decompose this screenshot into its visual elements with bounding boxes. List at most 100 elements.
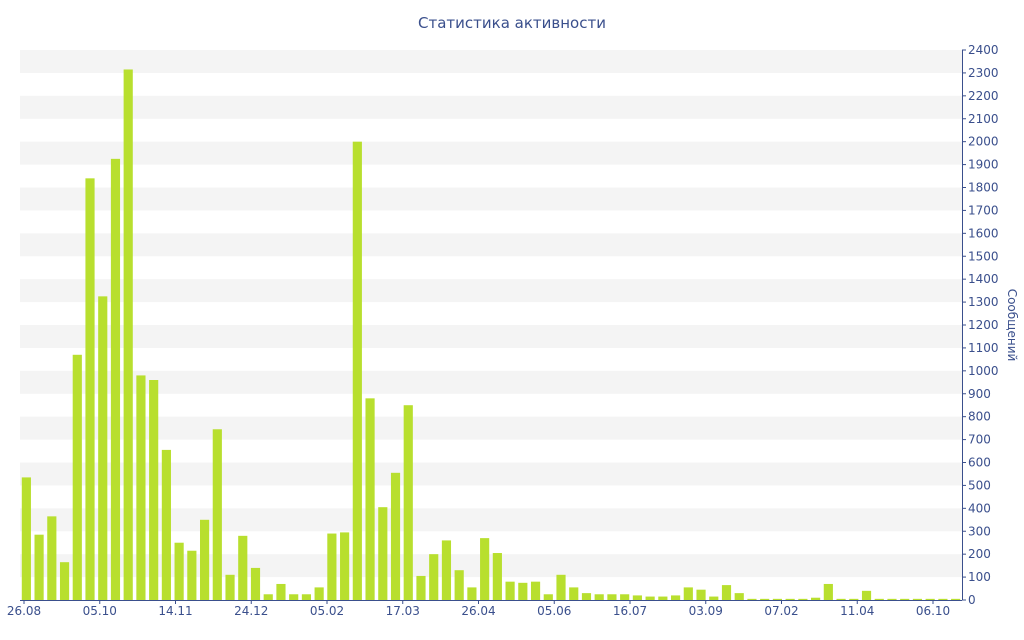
- bar[interactable]: [734, 593, 744, 600]
- y-tick-label: 2100: [968, 112, 999, 126]
- bar[interactable]: [72, 354, 82, 600]
- grid-band: [20, 187, 962, 211]
- bar[interactable]: [760, 598, 770, 600]
- y-tick-label: 2000: [968, 135, 999, 149]
- bar[interactable]: [276, 583, 286, 600]
- bar[interactable]: [225, 574, 235, 600]
- bar[interactable]: [518, 582, 528, 600]
- bar[interactable]: [912, 598, 923, 600]
- bar[interactable]: [441, 540, 452, 600]
- x-tick-label: 24.12: [234, 604, 268, 618]
- bar[interactable]: [59, 562, 70, 600]
- bar[interactable]: [136, 375, 146, 600]
- bar[interactable]: [480, 538, 490, 600]
- y-tick-label: 1100: [968, 341, 999, 355]
- bar[interactable]: [798, 598, 808, 600]
- x-tick-label: 26.04: [461, 604, 495, 618]
- x-tick-label: 05.02: [310, 604, 344, 618]
- bar[interactable]: [543, 594, 553, 600]
- bar[interactable]: [645, 596, 655, 600]
- bar[interactable]: [861, 590, 872, 600]
- bar[interactable]: [709, 596, 719, 600]
- bar[interactable]: [670, 595, 681, 600]
- bar[interactable]: [161, 449, 171, 600]
- x-axis-ticks: 26.08 05.10 14.11 24.12 05.02 17.03 26.04 05.06…: [7, 600, 950, 618]
- bar[interactable]: [683, 587, 693, 600]
- bar[interactable]: [187, 550, 197, 600]
- bar[interactable]: [900, 598, 910, 600]
- bar[interactable]: [403, 405, 413, 600]
- bar[interactable]: [632, 595, 642, 600]
- bar[interactable]: [658, 596, 668, 600]
- bar[interactable]: [721, 585, 732, 600]
- bar[interactable]: [454, 570, 464, 600]
- bar[interactable]: [98, 296, 108, 600]
- bar[interactable]: [47, 516, 57, 600]
- x-tick-label: 17.03: [386, 604, 420, 618]
- bar[interactable]: [429, 554, 439, 600]
- bar[interactable]: [199, 519, 210, 600]
- bar[interactable]: [849, 598, 859, 600]
- bar[interactable]: [925, 598, 935, 600]
- bar[interactable]: [556, 574, 566, 600]
- bar[interactable]: [772, 598, 783, 600]
- grid-band: [20, 416, 962, 440]
- grid-band: [20, 370, 962, 394]
- bar[interactable]: [696, 589, 706, 600]
- bar[interactable]: [110, 158, 121, 600]
- bar[interactable]: [887, 598, 897, 600]
- bar[interactable]: [951, 598, 961, 600]
- bar[interactable]: [607, 594, 617, 600]
- bar[interactable]: [938, 598, 948, 600]
- bar[interactable]: [569, 587, 579, 600]
- bar[interactable]: [21, 477, 31, 600]
- bar[interactable]: [492, 553, 502, 600]
- bar[interactable]: [123, 69, 133, 600]
- grid-band: [20, 50, 962, 73]
- bar[interactable]: [416, 575, 426, 600]
- bar[interactable]: [836, 598, 846, 600]
- bar[interactable]: [352, 141, 362, 600]
- x-tick-label: 05.10: [83, 604, 117, 618]
- bar[interactable]: [581, 593, 592, 600]
- bar[interactable]: [505, 581, 515, 600]
- bar[interactable]: [530, 581, 541, 600]
- y-tick-label: 200: [968, 547, 991, 561]
- bar-series: [21, 69, 961, 601]
- bar[interactable]: [212, 429, 222, 600]
- y-tick-label: 100: [968, 570, 991, 584]
- bar[interactable]: [390, 472, 401, 600]
- bar[interactable]: [747, 598, 757, 600]
- bar[interactable]: [250, 567, 261, 600]
- grid-bands: [20, 50, 962, 578]
- bar[interactable]: [620, 594, 630, 600]
- y-tick-label: 1800: [968, 181, 999, 195]
- bar[interactable]: [594, 594, 604, 600]
- y-tick-label: 500: [968, 478, 991, 492]
- bar[interactable]: [467, 587, 477, 600]
- bar[interactable]: [823, 583, 833, 600]
- y-tick-label: 1700: [968, 203, 999, 217]
- bar[interactable]: [301, 594, 312, 600]
- bar[interactable]: [340, 532, 350, 600]
- bar[interactable]: [289, 594, 299, 600]
- grid-band: [20, 508, 962, 532]
- bar[interactable]: [378, 507, 388, 600]
- bar[interactable]: [811, 597, 821, 600]
- bar[interactable]: [785, 598, 795, 600]
- bar[interactable]: [238, 535, 248, 600]
- bar[interactable]: [34, 534, 44, 600]
- y-tick-label: 800: [968, 410, 991, 424]
- bar[interactable]: [314, 587, 324, 600]
- bar[interactable]: [149, 380, 159, 600]
- y-axis-label: Сообщений: [1005, 289, 1019, 362]
- bar[interactable]: [365, 398, 375, 600]
- bar[interactable]: [874, 598, 884, 600]
- y-tick-label: 1000: [968, 364, 999, 378]
- bar[interactable]: [85, 178, 95, 601]
- chart-title: Статистика активности: [418, 14, 606, 32]
- bar[interactable]: [263, 594, 273, 600]
- x-tick-label: 07.02: [764, 604, 798, 618]
- bar[interactable]: [327, 533, 337, 600]
- bar[interactable]: [174, 542, 184, 600]
